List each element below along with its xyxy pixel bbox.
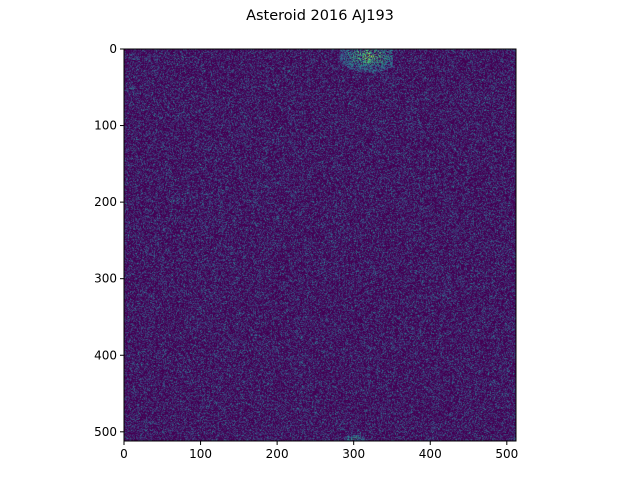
x-tick-label: 300 [342, 447, 365, 461]
y-axis: 0 100 200 300 400 500 [94, 42, 124, 439]
chart-title: Asteroid 2016 AJ193 [246, 8, 394, 24]
y-tick-label: 300 [94, 272, 117, 286]
y-tick-label: 100 [94, 119, 117, 133]
heatmap-raster [124, 49, 516, 441]
x-tick-label: 100 [189, 447, 212, 461]
x-tick-label: 500 [495, 447, 518, 461]
y-tick-label: 400 [94, 348, 117, 362]
y-tick-label: 0 [109, 42, 117, 56]
x-tick-label: 0 [120, 447, 128, 461]
x-axis: 0 100 200 300 400 500 [120, 441, 518, 461]
plot-frame [123, 48, 517, 442]
heatmap-image [124, 49, 516, 441]
x-tick-label: 400 [419, 447, 442, 461]
y-tick-label: 500 [94, 425, 117, 439]
x-tick-label: 200 [266, 447, 289, 461]
y-tick-label: 200 [94, 195, 117, 209]
